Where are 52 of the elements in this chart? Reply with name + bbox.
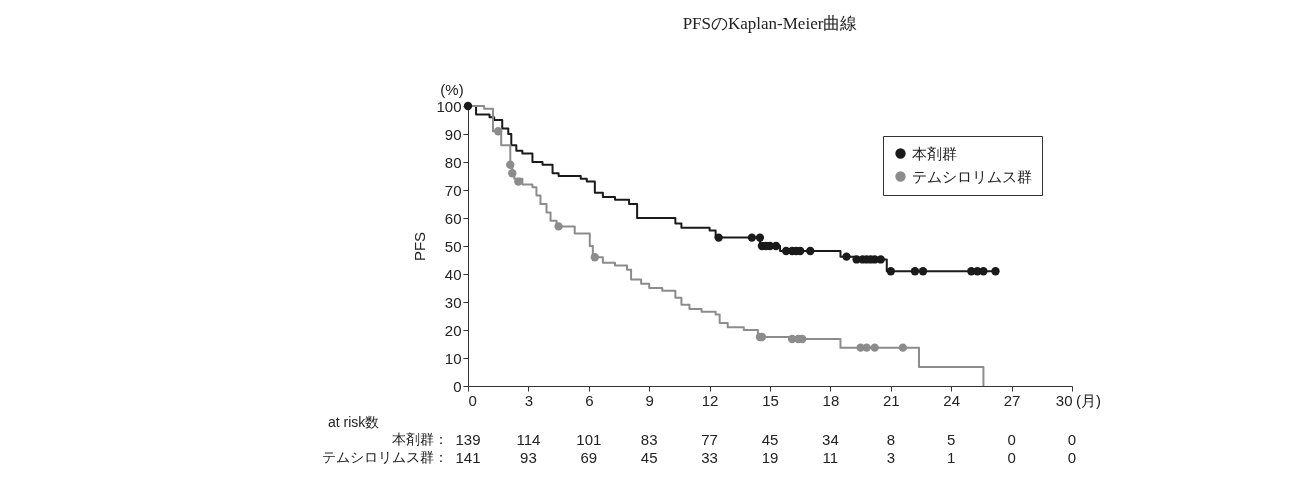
- point: [979, 267, 988, 276]
- x-tick-label: 0: [468, 391, 477, 409]
- x-tick-label: 30: [1055, 391, 1073, 409]
- y-tick-label: 70: [444, 181, 462, 199]
- y-tick-label: 40: [444, 265, 462, 283]
- y-tick-label: 20: [444, 321, 462, 339]
- point: [876, 255, 885, 264]
- y-tick-label: 60: [444, 209, 462, 227]
- point: [886, 267, 895, 276]
- y-axis-title: PFS: [411, 231, 429, 262]
- chart-title: PFSのKaplan-Meier曲線: [682, 14, 858, 33]
- point: [918, 267, 928, 276]
- point: [494, 127, 503, 136]
- x-tick-label: 18: [822, 391, 840, 409]
- y-tick-label: 100: [436, 97, 462, 115]
- x-tick-label: 12: [701, 391, 719, 409]
- x-tick-label: 21: [882, 391, 900, 409]
- point: [463, 101, 473, 111]
- point: [806, 246, 815, 256]
- point: [747, 233, 757, 242]
- x-tick-label: 9: [645, 391, 654, 409]
- point: [842, 252, 851, 261]
- text: (%): [440, 81, 464, 98]
- point: [554, 222, 563, 231]
- y-tick-label: 0: [453, 377, 462, 395]
- text: 本剤群： 139 114 101 83 77 45 34 8 5 0 0: [392, 431, 1077, 448]
- text: テムシロリムス群： 141 93 69 45 33 19 11 3 1 0 0: [322, 449, 1077, 466]
- y-tick-label: 90: [444, 125, 462, 143]
- text: at risk数: [328, 414, 380, 430]
- y-tick-label: 30: [444, 293, 462, 311]
- legend-label: 本剤群: [912, 144, 957, 162]
- point: [862, 343, 871, 352]
- point: [991, 267, 1000, 276]
- point: [514, 177, 523, 186]
- legend-label: テムシロリムス群: [912, 167, 1032, 185]
- point: [870, 343, 879, 352]
- point: [898, 343, 908, 352]
- x-tick-label: 27: [1003, 391, 1021, 409]
- point: [910, 267, 920, 276]
- point: [755, 233, 765, 242]
- point: [506, 160, 515, 169]
- y-tick-label: 50: [444, 237, 462, 255]
- point: [714, 233, 723, 242]
- x-tick-label: 24: [943, 391, 961, 409]
- point: [508, 169, 517, 178]
- x-axis-title: (月): [1076, 392, 1101, 409]
- y-tick-label: 10: [444, 349, 462, 367]
- x-tick-label: 15: [762, 391, 779, 409]
- x-tick-label: 6: [585, 391, 594, 409]
- x-tick-label: 3: [524, 391, 534, 409]
- point: [590, 253, 600, 262]
- y-tick-label: 80: [444, 153, 462, 171]
